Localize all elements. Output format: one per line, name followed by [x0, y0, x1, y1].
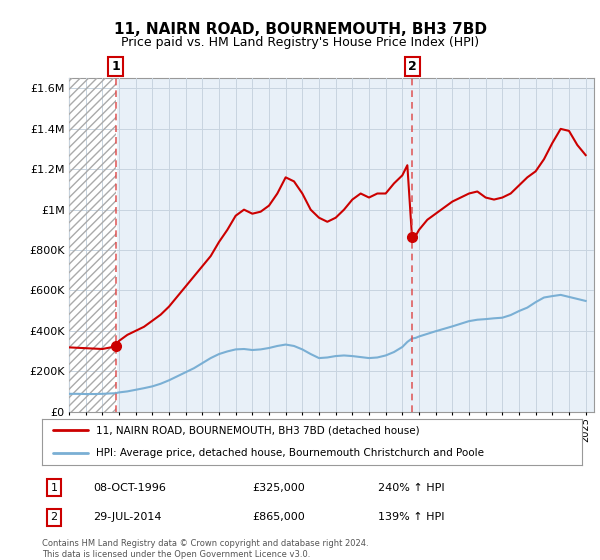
- Text: HPI: Average price, detached house, Bournemouth Christchurch and Poole: HPI: Average price, detached house, Bour…: [96, 449, 484, 458]
- Text: 08-OCT-1996: 08-OCT-1996: [93, 483, 166, 493]
- Text: Contains HM Land Registry data © Crown copyright and database right 2024.
This d: Contains HM Land Registry data © Crown c…: [42, 539, 368, 559]
- Text: 1: 1: [111, 60, 120, 73]
- Text: 139% ↑ HPI: 139% ↑ HPI: [378, 512, 445, 522]
- Text: 2: 2: [50, 512, 58, 522]
- Text: 240% ↑ HPI: 240% ↑ HPI: [378, 483, 445, 493]
- Bar: [69, 78, 116, 412]
- Bar: [69, 78, 116, 412]
- Text: 2: 2: [407, 60, 416, 73]
- Text: £325,000: £325,000: [252, 483, 305, 493]
- Text: 11, NAIRN ROAD, BOURNEMOUTH, BH3 7BD (detached house): 11, NAIRN ROAD, BOURNEMOUTH, BH3 7BD (de…: [96, 426, 419, 435]
- Text: Price paid vs. HM Land Registry's House Price Index (HPI): Price paid vs. HM Land Registry's House …: [121, 36, 479, 49]
- Text: 11, NAIRN ROAD, BOURNEMOUTH, BH3 7BD: 11, NAIRN ROAD, BOURNEMOUTH, BH3 7BD: [113, 22, 487, 38]
- Text: 29-JUL-2014: 29-JUL-2014: [93, 512, 161, 522]
- Text: £865,000: £865,000: [252, 512, 305, 522]
- Text: 1: 1: [50, 483, 58, 493]
